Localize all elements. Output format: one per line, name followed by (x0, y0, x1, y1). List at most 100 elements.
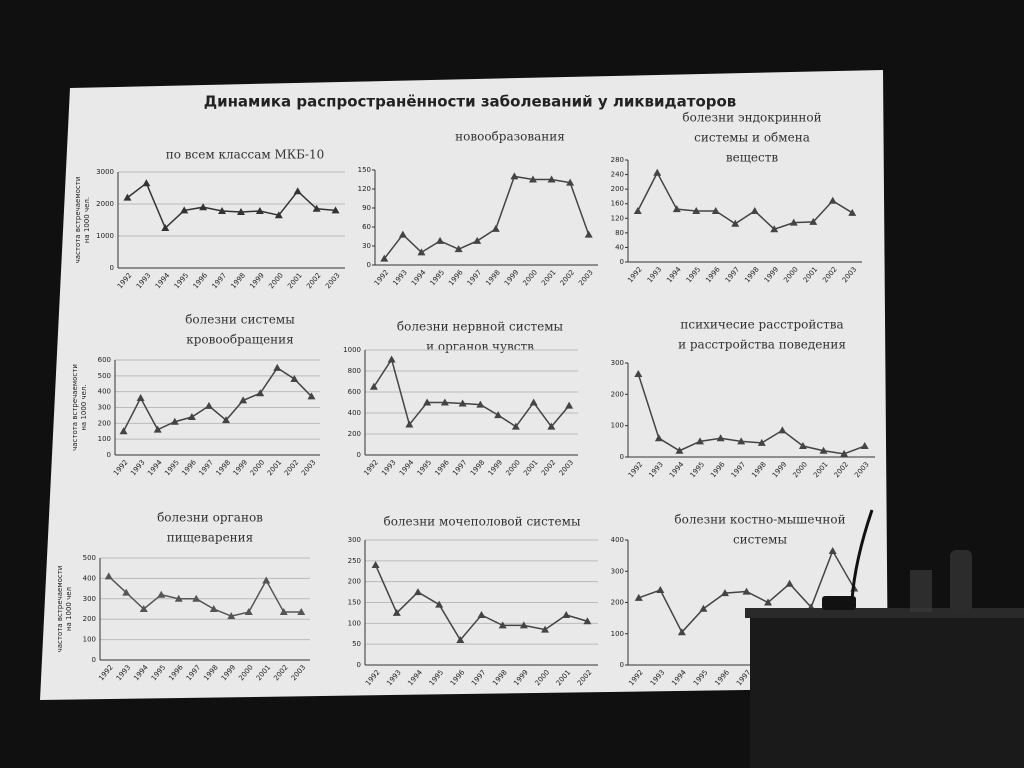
y-axis-label: частота встречаемости (71, 364, 79, 451)
marker (742, 587, 751, 595)
y-tick-label: 800 (348, 367, 361, 375)
marker (236, 208, 245, 215)
marker (785, 579, 794, 587)
y-tick-label: 300 (98, 404, 111, 412)
marker (274, 211, 283, 219)
marker (562, 611, 571, 618)
y-axis-label: частота встречаемости (56, 566, 64, 653)
marker (297, 608, 306, 616)
marker (204, 401, 213, 409)
marker (675, 446, 684, 454)
marker (511, 422, 520, 430)
y-tick-label: 200 (348, 578, 361, 586)
y-tick-label: 600 (98, 356, 111, 364)
marker (848, 208, 857, 216)
chart-title: системы и обмена (694, 131, 810, 145)
marker (142, 179, 151, 187)
marker (122, 588, 131, 596)
marker (398, 230, 407, 238)
marker (222, 416, 231, 424)
y-axis-label: частота встречаемости (74, 177, 82, 264)
line (108, 575, 302, 617)
marker (417, 248, 426, 256)
podium-top (745, 608, 1024, 618)
marker (547, 175, 556, 183)
y-tick-label: 400 (348, 409, 361, 417)
marker (369, 382, 378, 390)
marker (529, 398, 538, 406)
y-tick-label: 200 (611, 185, 624, 193)
slide-title: Динамика распространённости заболеваний … (204, 93, 737, 111)
y-tick-label: 0 (367, 261, 371, 269)
marker (180, 206, 189, 214)
glass (910, 570, 932, 612)
marker (528, 175, 537, 183)
marker (209, 605, 218, 612)
marker (778, 426, 787, 434)
marker (123, 193, 132, 201)
marker (454, 245, 463, 253)
marker (440, 398, 449, 406)
marker (456, 636, 465, 643)
chart-title: болезни нервной системы (397, 320, 564, 334)
marker (547, 422, 556, 430)
y-tick-label: 1000 (343, 346, 361, 354)
y-tick-label: 40 (615, 243, 624, 251)
marker (720, 589, 729, 597)
marker (244, 608, 253, 616)
marker (750, 207, 759, 214)
marker (699, 604, 708, 612)
marker (653, 168, 662, 176)
mic-base (822, 596, 856, 610)
y-tick-label: 400 (611, 536, 624, 544)
chart-title: и расстройства поведения (678, 338, 846, 352)
marker (380, 254, 389, 262)
marker (139, 605, 148, 612)
chart-title: болезни эндокринной (682, 111, 821, 125)
y-tick-label: 0 (110, 264, 114, 272)
y-tick-label: 400 (98, 388, 111, 396)
marker (273, 363, 282, 371)
y-tick-label: 2000 (96, 200, 114, 208)
y-tick-label: 120 (611, 214, 624, 222)
marker (405, 420, 414, 428)
marker (764, 598, 773, 606)
y-tick-label: 60 (362, 223, 371, 231)
marker (423, 398, 432, 406)
marker (770, 225, 779, 233)
marker (476, 400, 485, 408)
marker (656, 586, 665, 593)
marker (174, 594, 183, 602)
marker (809, 217, 818, 225)
marker (737, 437, 746, 445)
line (637, 171, 853, 231)
marker (584, 230, 593, 238)
chart-title: болезни органов (157, 511, 263, 525)
marker (279, 608, 288, 616)
marker (494, 411, 503, 419)
y-tick-label: 200 (611, 599, 624, 607)
marker (473, 236, 482, 244)
chart-title: болезни системы (185, 313, 295, 327)
marker (262, 576, 271, 584)
marker (519, 621, 528, 629)
chart-title: кровообращения (186, 333, 294, 347)
y-tick-label: 300 (611, 359, 624, 367)
y-axis-label: на 1000 чел (65, 587, 73, 631)
y-tick-label: 150 (348, 599, 361, 607)
podium (750, 612, 1024, 768)
marker (371, 561, 380, 568)
line (383, 175, 590, 260)
marker (696, 437, 705, 445)
chart-title: системы (733, 533, 788, 547)
marker (227, 612, 236, 620)
chart-title: веществ (726, 151, 778, 165)
y-tick-label: 240 (611, 171, 624, 179)
marker (218, 207, 227, 215)
marker (819, 446, 828, 454)
chart-title: пищеварения (167, 531, 254, 545)
y-tick-label: 150 (358, 166, 371, 174)
marker (458, 399, 467, 407)
chart-title: психичесие расстройства (680, 318, 843, 332)
y-tick-label: 250 (348, 557, 361, 565)
